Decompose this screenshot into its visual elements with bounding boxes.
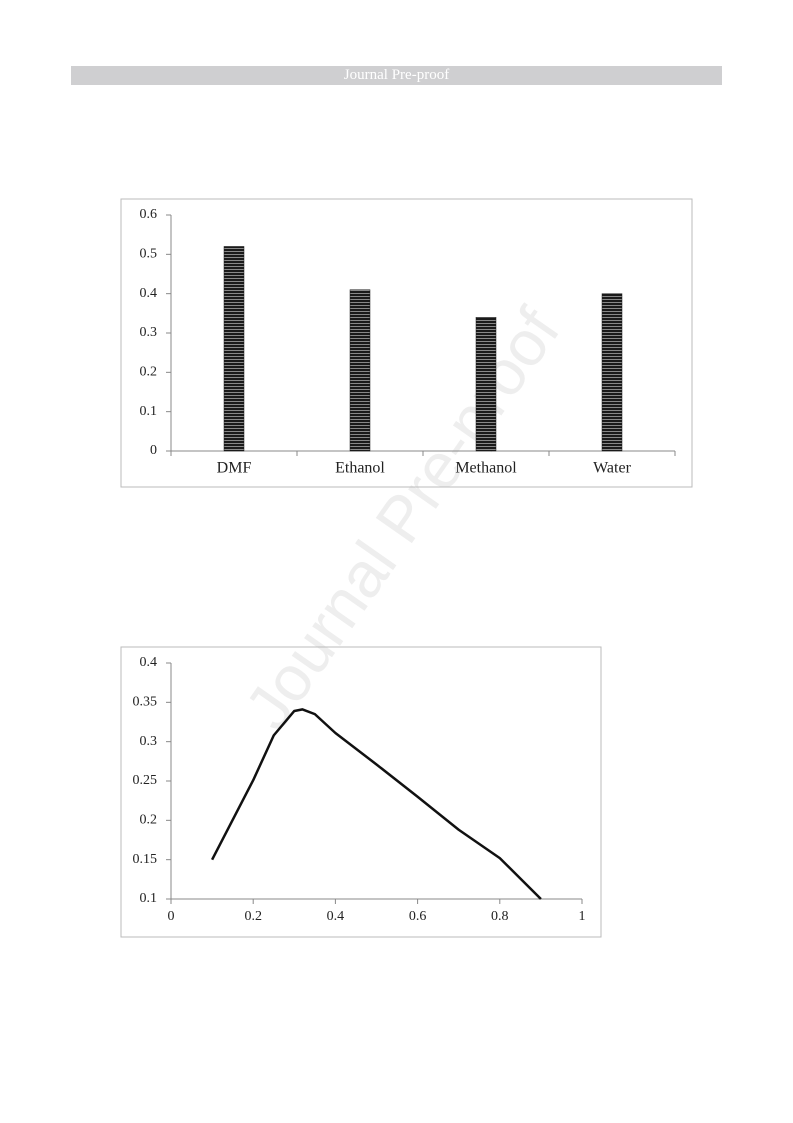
x-tick-label: 0.6 [409,909,427,924]
y-tick-label: 0.25 [133,773,158,788]
y-tick-label: 0.4 [140,655,158,670]
y-tick-label: 0.1 [140,891,158,906]
bar [601,293,623,452]
y-tick-label: 0.2 [140,365,158,380]
header-bar: Journal Pre-proof [71,66,722,85]
y-tick-label: 0.35 [133,695,158,710]
x-tick-label: 0.2 [244,909,262,924]
x-tick-label: 0.4 [327,909,345,924]
x-tick-label: DMF [217,460,252,477]
x-tick-label: 1 [579,909,586,924]
y-tick-label: 0.2 [140,813,158,828]
bar [349,289,371,452]
chart-frame [120,198,693,488]
bar [475,317,497,452]
y-tick-label: 0.6 [140,207,158,222]
x-tick-label: Ethanol [335,460,385,477]
chart-frame [120,646,602,938]
x-tick-label: Water [593,460,631,477]
y-tick-label: 0.15 [133,852,158,867]
x-tick-label: Methanol [455,460,517,477]
line [210,708,542,900]
y-tick-label: 0.3 [140,325,158,340]
y-tick-label: 0.1 [140,404,158,419]
y-tick-label: 0.5 [140,247,158,262]
y-tick-label: 0 [150,443,157,458]
x-tick-label: 0.8 [491,909,509,924]
x-tick-label: 0 [168,909,175,924]
y-tick-label: 0.3 [140,734,158,749]
y-tick-label: 0.4 [140,286,158,301]
bar [223,246,245,452]
